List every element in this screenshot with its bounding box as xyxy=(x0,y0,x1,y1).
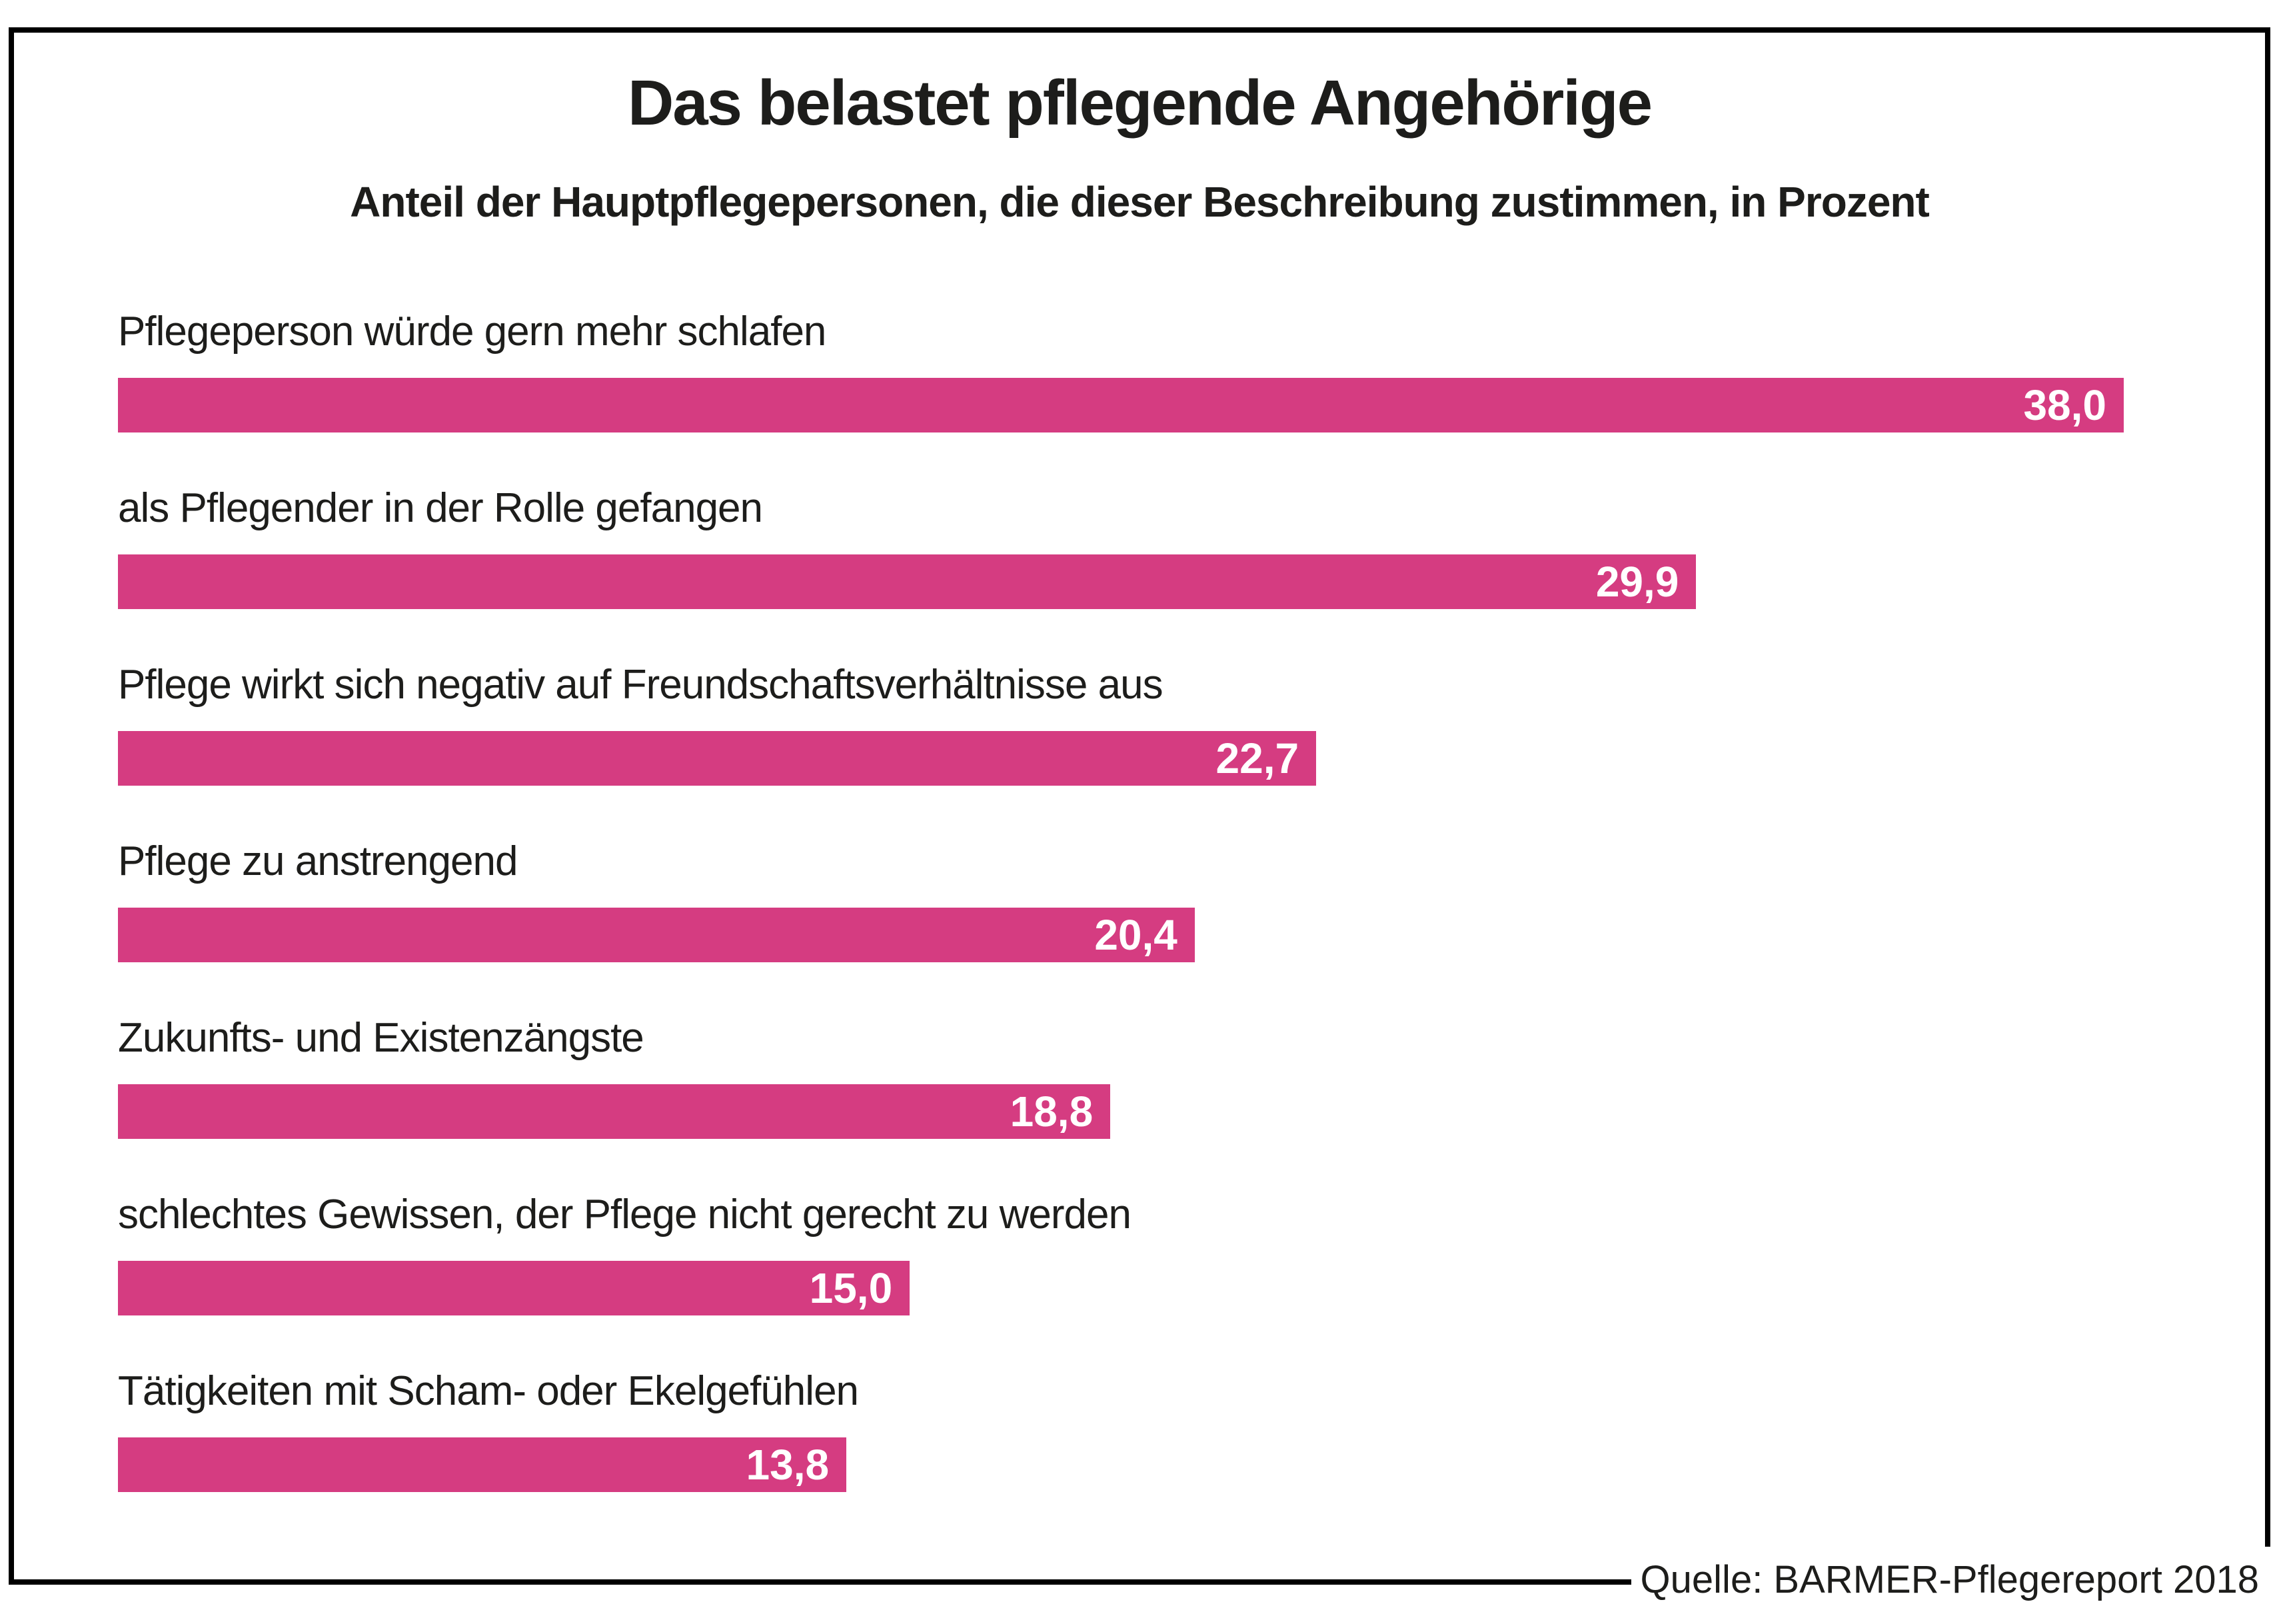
bar-row: Zukunfts- und Existenzängste 18,8 xyxy=(118,1014,2124,1139)
bar: 18,8 xyxy=(118,1084,1111,1139)
bar: 20,4 xyxy=(118,908,1195,962)
bar-value-label: 22,7 xyxy=(1215,734,1299,782)
bar-label: Zukunfts- und Existenzängste xyxy=(118,1015,644,1061)
chart-title: Das belastet pflegende Angehörige xyxy=(627,67,1653,139)
bar: 29,9 xyxy=(118,554,1697,609)
bar-label: Pflege zu anstrengend xyxy=(118,838,518,884)
frame-border-left xyxy=(9,27,14,1585)
bar-row: Pflegeperson würde gern mehr schlafen 38… xyxy=(118,308,2124,432)
bar-value-label: 18,8 xyxy=(1010,1088,1094,1136)
bar-label: Pflege wirkt sich negativ auf Freundscha… xyxy=(118,662,1163,708)
bar: 15,0 xyxy=(118,1261,910,1315)
bar-label: Tätigkeiten mit Scham- oder Ekelgefühlen xyxy=(118,1368,859,1414)
bar: 38,0 xyxy=(118,378,2124,432)
bar-value-label: 29,9 xyxy=(1595,558,1679,606)
bar-row: Tätigkeiten mit Scham- oder Ekelgefühlen… xyxy=(118,1367,2124,1492)
bar-row: Pflege wirkt sich negativ auf Freundscha… xyxy=(118,661,2124,786)
bar-value-label: 15,0 xyxy=(809,1264,893,1312)
frame-border-bottom xyxy=(9,1579,1661,1585)
bar-label: schlechtes Gewissen, der Pflege nicht ge… xyxy=(118,1192,1132,1237)
frame-border-top xyxy=(9,27,2270,33)
bar-value-label: 13,8 xyxy=(746,1441,830,1489)
bar-chart: Pflegeperson würde gern mehr schlafen 38… xyxy=(118,308,2124,1492)
bar-label: Pflegeperson würde gern mehr schlafen xyxy=(118,309,826,355)
bar: 13,8 xyxy=(118,1437,847,1492)
bar-label: als Pflegender in der Rolle gefangen xyxy=(118,485,763,531)
bar: 22,7 xyxy=(118,731,1317,786)
bar-row: als Pflegender in der Rolle gefangen 29,… xyxy=(118,484,2124,609)
bar-row: schlechtes Gewissen, der Pflege nicht ge… xyxy=(118,1191,2124,1315)
bar-row: Pflege zu anstrengend 20,4 xyxy=(118,838,2124,962)
frame-border-right xyxy=(2265,27,2270,1547)
source-note: Quelle: BARMER-Pflegereport 2018 xyxy=(1631,1558,2259,1602)
chart-subtitle: Anteil der Hauptpflegepersonen, die dies… xyxy=(350,178,1930,226)
bar-value-label: 20,4 xyxy=(1094,911,1177,959)
bar-value-label: 38,0 xyxy=(2023,381,2106,429)
